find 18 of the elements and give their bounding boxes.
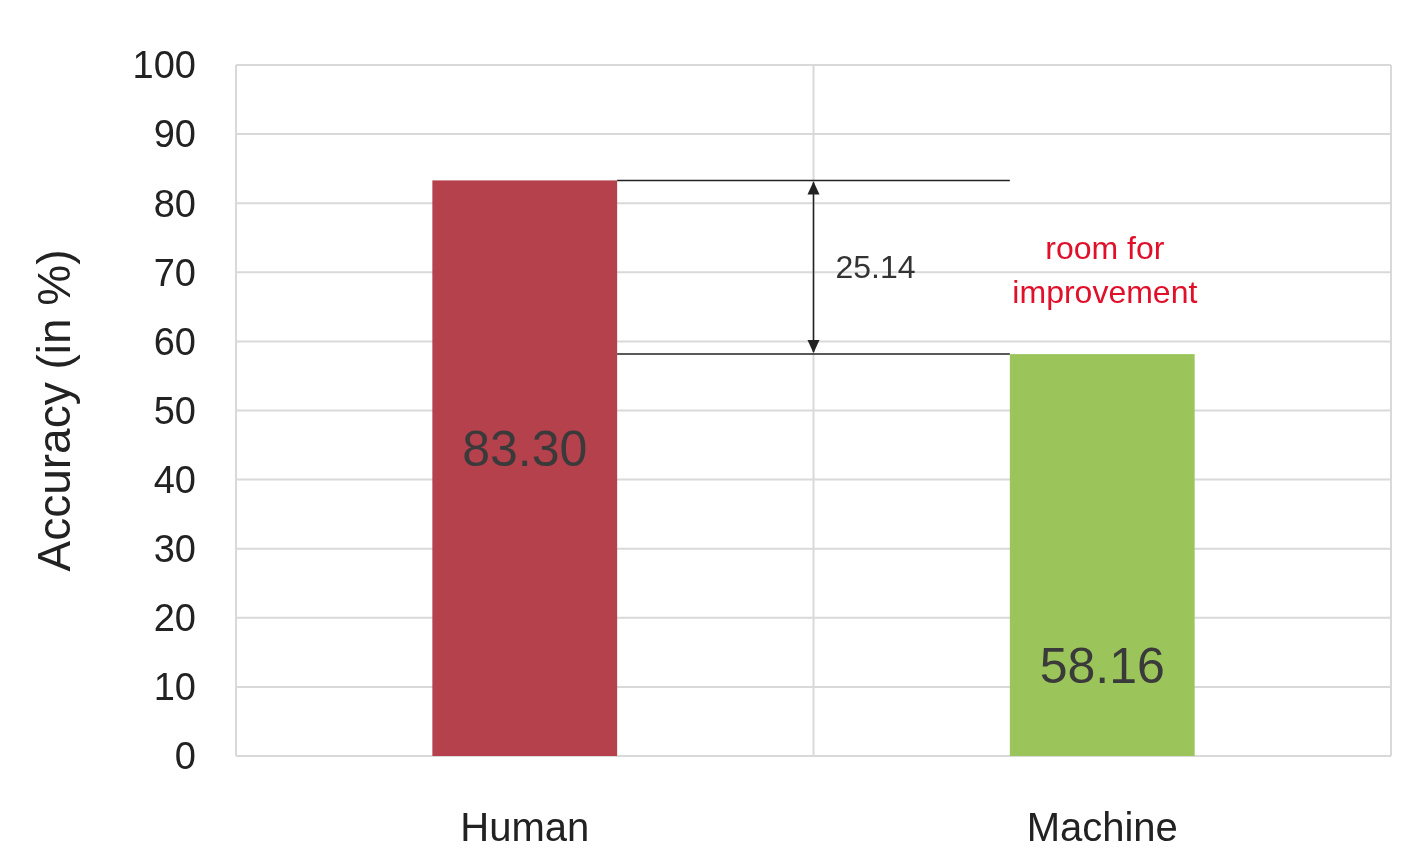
data-label: 83.30: [462, 420, 588, 477]
y-tick-label: 40: [153, 458, 196, 501]
x-tick-label: Human: [460, 805, 590, 849]
y-tick-label: 90: [153, 113, 196, 156]
y-tick-label: 0: [174, 735, 196, 778]
y-tick-label: 10: [153, 666, 196, 709]
x-tick-label: Machine: [1026, 805, 1178, 849]
y-tick-label: 50: [153, 389, 196, 432]
y-tick-label: 70: [153, 251, 196, 294]
annotation: room for improvement: [1012, 230, 1198, 311]
annotation: 25.14: [835, 249, 916, 286]
y-tick-label: 20: [153, 597, 196, 640]
data-label: 58.16: [1039, 637, 1165, 694]
y-tick-label: 100: [132, 44, 196, 87]
y-axis-title: Accuracy (in %): [28, 249, 80, 572]
y-tick-label: 30: [153, 528, 196, 570]
y-tick-label: 80: [153, 182, 196, 225]
y-tick-label: 60: [153, 320, 196, 363]
